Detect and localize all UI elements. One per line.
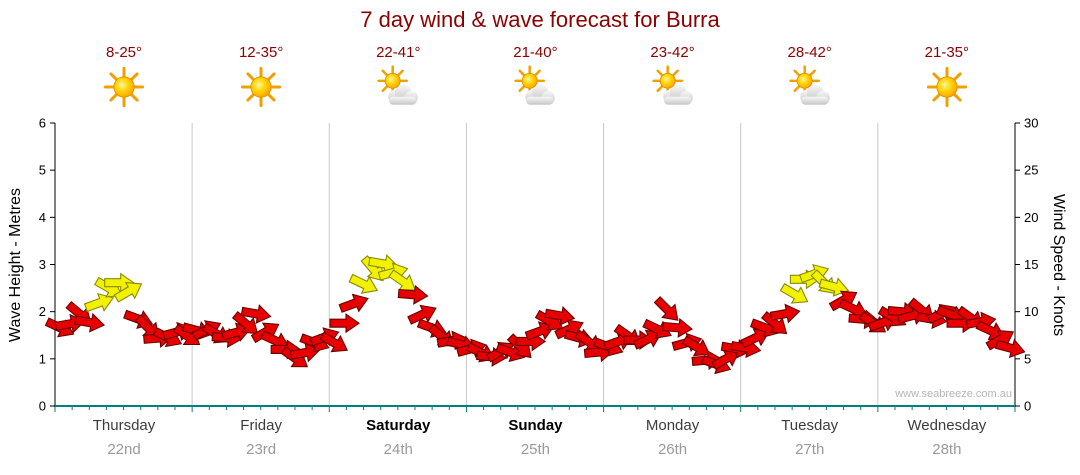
right-tick-label: 15: [1024, 257, 1038, 272]
wind-arrow: [740, 328, 770, 349]
day-icon-wrap: [466, 64, 604, 112]
left-tick-label: 1: [39, 351, 46, 366]
left-tick-label: 4: [39, 210, 46, 225]
day-date-label: 22nd: [107, 441, 141, 458]
wind-arrow: [760, 311, 788, 335]
day-name-label: Saturday: [366, 417, 431, 434]
wind-arrow: [653, 296, 679, 321]
wind-arrow: [407, 304, 437, 325]
right-tick-label: 25: [1024, 163, 1038, 178]
day-date-label: 28th: [932, 441, 962, 458]
sun-icon: [926, 66, 968, 108]
day-temperature: 22-41°: [376, 44, 421, 61]
day-temperature: 21-35°: [924, 44, 970, 61]
wind-arrow: [289, 342, 321, 363]
sun-icon: [103, 66, 145, 108]
day-date-label: 26th: [657, 441, 688, 458]
right-tick-label: 30: [1024, 116, 1038, 131]
sun-cloud-icon: [514, 65, 557, 107]
left-tick-label: 6: [39, 116, 46, 131]
wind-arrow: [681, 335, 711, 357]
day-temperature: 12-35°: [238, 44, 284, 61]
wind-arrow: [662, 317, 693, 338]
wind-arrow: [632, 329, 663, 350]
wind-arrow: [360, 255, 384, 282]
day-temperature: 28-42°: [787, 44, 832, 61]
day-icon-wrap: [741, 64, 879, 112]
wind-arrow: [329, 313, 360, 334]
day-date-label: 25th: [520, 441, 551, 458]
wave-height-axis-label: Wave Height - Metres: [7, 187, 24, 343]
day-icon-wrap: [55, 64, 193, 112]
wind-arrow: [83, 292, 115, 313]
day-name-label: Thursday: [92, 417, 156, 434]
day-icon-wrap: [329, 64, 467, 112]
wind-arrow: [231, 311, 259, 335]
right-tick-label: 5: [1024, 351, 1031, 366]
day-name-label: Sunday: [508, 417, 563, 434]
watermark: www.seabreeze.com.au: [895, 388, 1012, 400]
day-icon-wrap: [878, 64, 1016, 112]
right-tick-label: 0: [1024, 399, 1031, 414]
wind-arrow: [74, 312, 106, 333]
wind-arrow: [524, 321, 555, 341]
day-icon-wrap: [192, 64, 330, 112]
sun-cloud-icon: [377, 65, 420, 107]
day-date-label: 27th: [795, 441, 825, 458]
wind-arrow: [338, 293, 369, 313]
sun-cloud-icon: [651, 65, 694, 107]
wind-arrow: [348, 273, 379, 294]
wind-arrow: [319, 331, 349, 353]
wind-arrow: [113, 281, 143, 303]
page-title: 7 day wind & wave forecast for Burra: [360, 7, 720, 32]
right-tick-label: 10: [1024, 304, 1038, 319]
day-name-label: Tuesday: [781, 417, 839, 434]
wind-arrow: [994, 338, 1026, 359]
day-name-label: Monday: [645, 417, 700, 434]
day-name-label: Wednesday: [907, 417, 987, 434]
left-tick-label: 2: [39, 304, 46, 319]
left-tick-label: 5: [39, 163, 46, 178]
sun-cloud-icon: [788, 65, 832, 107]
day-date-label: 23rd: [246, 441, 277, 458]
left-tick-label: 3: [39, 257, 46, 272]
left-tick-label: 0: [39, 399, 46, 414]
day-date-label: 24th: [383, 441, 413, 458]
day-temperature: 8-25°: [105, 44, 143, 61]
wind-arrow: [240, 304, 272, 324]
wind-speed-axis-label: Wind Speed - Knots: [1050, 193, 1067, 337]
day-name-label: Friday: [240, 417, 282, 434]
sun-icon: [240, 66, 282, 108]
wind-arrow: [779, 282, 809, 304]
wind-arrow: [769, 303, 801, 324]
right-tick-label: 20: [1024, 210, 1038, 225]
day-temperature: 23-42°: [650, 44, 695, 61]
day-icon-wrap: [604, 64, 742, 112]
day-temperature: 21-40°: [513, 44, 558, 61]
wind-arrow: [397, 284, 429, 305]
